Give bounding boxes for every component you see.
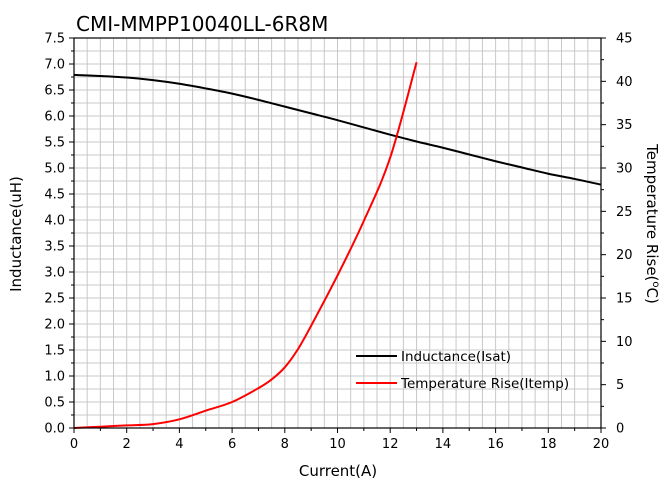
y-left-tick-label: 3.5: [44, 240, 65, 255]
x-tick-label: 14: [435, 437, 452, 452]
y-left-tick-label: 4.5: [44, 188, 65, 203]
y-axis-right-label: Temperature Rise(oC): [643, 143, 661, 304]
y-left-tick-label: 2.5: [44, 292, 65, 307]
series-line-temperature-rise: [73, 62, 418, 429]
y-right-tick-label: 40: [616, 75, 633, 90]
y-left-tick-label: 5.0: [44, 162, 65, 177]
y-left-tick-label: 3.0: [44, 266, 65, 281]
y-left-tick-label: 2.0: [44, 318, 65, 333]
y-right-tick-label: 20: [616, 248, 633, 263]
legend: Inductance(Isat) Temperature Rise(Itemp): [356, 349, 569, 392]
x-tick-label: 4: [175, 437, 183, 452]
y-axis-right-label-suffix: C): [643, 288, 661, 304]
y-left-tick-label: 1.5: [44, 344, 65, 359]
y-axis-right-label-prefix: Temperature Rise(: [643, 143, 661, 281]
y-right-tick-label: 30: [616, 162, 633, 177]
x-tick-label: 0: [70, 437, 78, 452]
grid: [74, 38, 601, 428]
series-layer: [73, 62, 602, 429]
y-right-ticks: 0 5 10 15 20 25 30 35 40 45: [601, 32, 633, 437]
x-tick-label: 8: [281, 437, 289, 452]
x-ticks: 0 2 4 6 8 10 12 14 16 18 20: [70, 428, 609, 452]
y-axis-right-label-degree: o: [650, 281, 661, 287]
x-tick-label: 10: [329, 437, 346, 452]
y-left-tick-label: 7.5: [44, 32, 65, 47]
y-left-tick-label: 4.0: [44, 214, 65, 229]
y-left-tick-label: 1.0: [44, 370, 65, 385]
legend-label-temperature-rise: Temperature Rise(Itemp): [400, 376, 569, 392]
series-line-inductance: [73, 73, 602, 186]
x-tick-label: 6: [228, 437, 236, 452]
x-tick-label: 18: [540, 437, 557, 452]
x-axis-label: Current(A): [299, 462, 377, 480]
y-left-tick-label: 6.5: [44, 84, 65, 99]
y-right-tick-label: 5: [616, 378, 624, 393]
y-left-tick-label: 0.0: [44, 422, 65, 437]
x-tick-label: 20: [593, 437, 610, 452]
y-right-tick-label: 15: [616, 292, 633, 307]
y-left-tick-label: 5.5: [44, 136, 65, 151]
y-right-tick-label: 10: [616, 335, 633, 350]
x-tick-label: 16: [487, 437, 504, 452]
y-left-tick-label: 7.0: [44, 58, 65, 73]
y-left-tick-label: 6.0: [44, 110, 65, 125]
y-axis-left-label: Inductance(uH): [7, 176, 25, 292]
legend-label-inductance: Inductance(Isat): [401, 349, 511, 365]
x-tick-label: 12: [382, 437, 399, 452]
chart-title: CMI-MMPP10040LL-6R8M: [76, 12, 328, 36]
x-tick-label: 2: [123, 437, 131, 452]
y-right-tick-label: 0: [616, 422, 624, 437]
y-right-tick-label: 25: [616, 205, 633, 220]
y-left-tick-label: 0.5: [44, 396, 65, 411]
y-right-tick-label: 35: [616, 118, 633, 133]
y-left-ticks: 0.0 0.5 1.0 1.5 2.0 2.5 3.0 3.5 4.0 4.5 5.0 5.5 6.0 6…: [44, 32, 74, 437]
y-right-tick-label: 45: [616, 32, 633, 47]
